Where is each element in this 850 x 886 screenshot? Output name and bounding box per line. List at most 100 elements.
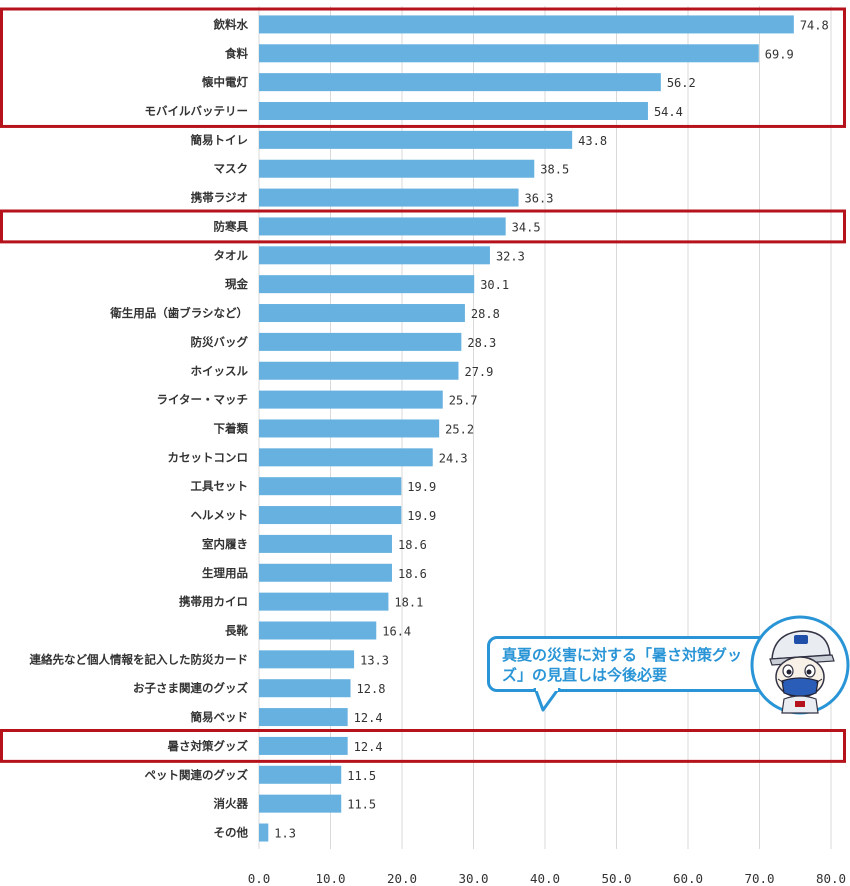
value-label: 19.9 [407, 480, 436, 494]
value-label: 11.5 [347, 769, 376, 783]
value-label: 56.2 [667, 76, 696, 90]
category-label: その他 [214, 826, 249, 840]
bar [259, 765, 342, 784]
value-label: 30.1 [480, 278, 509, 292]
bar [259, 361, 459, 380]
value-label: 28.8 [471, 307, 500, 321]
category-label: 生理用品 [202, 566, 248, 580]
value-label: 1.3 [274, 827, 296, 841]
value-label: 54.4 [654, 105, 683, 119]
bar [259, 102, 648, 121]
value-label: 12.4 [354, 711, 383, 725]
category-label: モバイルバッテリー [145, 104, 249, 118]
x-tick-label: 30.0 [458, 871, 488, 886]
mascot-character-icon [750, 615, 850, 715]
category-label: 飲料水 [213, 17, 249, 31]
bar [259, 217, 506, 236]
x-tick-label: 20.0 [387, 871, 417, 886]
value-label: 32.3 [496, 249, 525, 263]
bar [259, 708, 348, 727]
category-label: 下着類 [214, 421, 249, 435]
highlight-box [0, 209, 846, 244]
category-label: 防寒具 [214, 219, 249, 233]
x-tick-label: 80.0 [816, 871, 846, 886]
x-tick-label: 50.0 [601, 871, 631, 886]
bar [259, 448, 433, 467]
category-label: 簡易ベッド [190, 710, 249, 724]
bar [259, 73, 661, 92]
value-label: 13.3 [360, 653, 389, 667]
bar [259, 563, 392, 582]
callout-tail [533, 688, 561, 712]
category-label: 室内履き [202, 537, 248, 551]
category-label: ホイッスル [191, 364, 249, 378]
value-labels: 74.8 69.9 56.2 54.4 43.8 38.5 36.3 34.5 32.3 30.1… [274, 18, 828, 840]
bar [259, 44, 759, 63]
category-label: 携帯用カイロ [179, 595, 248, 609]
value-label: 38.5 [540, 163, 569, 177]
category-label: ライター・マッチ [156, 393, 248, 407]
bar [259, 736, 348, 755]
value-label: 19.9 [407, 509, 436, 523]
bar [259, 188, 519, 207]
x-axis-ticks: 0.0 10.0 20.0 30.0 40.0 50.0 60.0 70.0 80.0 [248, 871, 846, 886]
category-label: 暑さ対策グッズ [167, 739, 249, 753]
value-label: 28.3 [467, 336, 496, 350]
category-label: 懐中電灯 [202, 75, 248, 89]
value-label: 25.2 [445, 422, 474, 436]
value-label: 18.6 [398, 567, 427, 581]
value-label: 74.8 [800, 18, 829, 32]
value-label: 12.8 [357, 682, 386, 696]
bar [259, 419, 440, 438]
category-label: 連絡先など個人情報を記入した防災カード [30, 652, 249, 666]
category-label: 工具セット [191, 479, 249, 493]
category-label: お子さま関連のグッズ [133, 681, 248, 695]
category-label: 食料 [225, 46, 248, 60]
bar [259, 534, 392, 553]
value-label: 36.3 [525, 192, 554, 206]
bar [259, 823, 269, 842]
bar [259, 275, 475, 294]
bar [259, 15, 794, 34]
x-tick-label: 70.0 [744, 871, 774, 886]
callout-text: 真夏の災害に対する「暑さ対策グッズ」の見直しは今後必要 [502, 646, 743, 684]
bar [259, 650, 355, 669]
bar [259, 304, 465, 323]
x-tick-label: 60.0 [673, 871, 703, 886]
bar [259, 592, 389, 611]
category-label: ペット関連のグッズ [145, 768, 249, 782]
category-label: 衛生用品（歯ブラシなど） [109, 306, 248, 320]
bar [259, 246, 490, 265]
highlight-box [0, 729, 846, 763]
category-label: ヘルメット [191, 508, 249, 522]
x-tick-label: 10.0 [315, 871, 345, 886]
highlight-box [0, 7, 846, 128]
bar [259, 621, 377, 640]
category-labels: 飲料水食料懐中電灯モバイルバッテリー簡易トイレマスク携帯ラジオ防寒具タオル現金衛… [30, 17, 249, 839]
value-label: 24.3 [439, 451, 468, 465]
x-tick-label: 0.0 [248, 871, 271, 886]
bar [259, 130, 573, 149]
bars [259, 15, 794, 842]
highlight-boxes [0, 7, 846, 763]
value-label: 34.5 [512, 220, 541, 234]
value-label: 16.4 [382, 624, 411, 638]
category-label: カセットコンロ [168, 450, 249, 464]
value-label: 69.9 [765, 47, 794, 61]
value-label: 11.5 [347, 798, 376, 812]
value-label: 12.4 [354, 740, 383, 754]
bar [259, 794, 342, 813]
value-label: 18.6 [398, 538, 427, 552]
value-label: 43.8 [578, 134, 607, 148]
category-label: 消火器 [214, 797, 249, 811]
bar [259, 477, 402, 496]
category-label: マスク [214, 162, 249, 176]
bar [259, 506, 402, 525]
category-label: 現金 [225, 277, 248, 291]
bar [259, 159, 535, 178]
value-label: 25.7 [449, 394, 478, 408]
category-label: 防災バッグ [191, 335, 249, 349]
bar [259, 332, 462, 351]
category-label: 長靴 [225, 623, 248, 637]
